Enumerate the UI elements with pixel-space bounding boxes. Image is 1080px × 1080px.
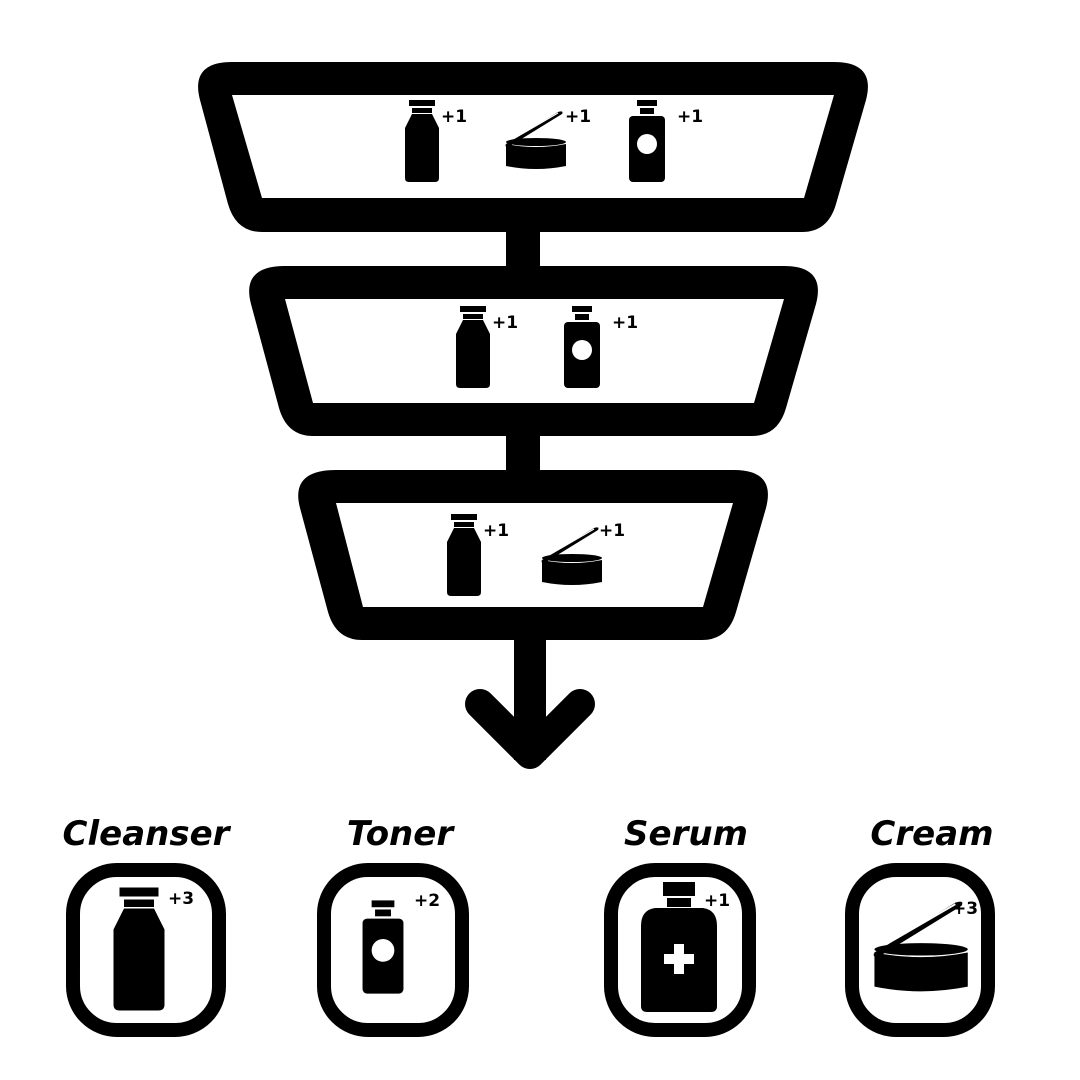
- toner-bottle-icon: [362, 900, 404, 994]
- inventory-cleanser[interactable]: Cleanser +3: [63, 814, 232, 1037]
- inventory-toner[interactable]: Toner +2: [317, 814, 469, 1037]
- inventory-cleanser-title: Cleanser: [63, 814, 232, 854]
- stage-1-slot-3[interactable]: +1: [629, 100, 703, 182]
- stage-3-count-1: +1: [483, 521, 509, 541]
- inventory-cream-count: +3: [952, 899, 978, 919]
- inventory-toner-title: Toner: [347, 814, 455, 854]
- stage-3-count-2: +1: [599, 521, 625, 541]
- inventory-serum-title: Serum: [624, 814, 748, 854]
- cleanser-bottle-icon: [113, 887, 165, 1011]
- inventory-serum-count: +1: [704, 891, 730, 911]
- inventory-cream-title: Cream: [870, 814, 993, 854]
- inventory-toner-count: +2: [414, 891, 440, 911]
- stage-3-slot-1[interactable]: +1: [447, 514, 509, 596]
- connector-1-2: [506, 228, 540, 270]
- funnel-stage-3: +1 +1: [298, 470, 768, 640]
- inventory-serum[interactable]: Serum +1: [604, 814, 756, 1037]
- funnel-stage-2: +1 +1: [249, 266, 818, 436]
- stage-2-count-1: +1: [492, 313, 518, 333]
- stage-2-slot-1[interactable]: +1: [456, 306, 518, 388]
- down-arrow-icon: [465, 689, 595, 769]
- stage-1-slot-2[interactable]: +1: [504, 107, 592, 170]
- stage-2-slot-2[interactable]: +1: [564, 306, 638, 388]
- connector-2-3: [506, 433, 540, 473]
- inventory-cream[interactable]: Cream +3: [845, 814, 995, 1037]
- funnel-stage-1: +1 +1 +1: [198, 62, 868, 232]
- stage-1-count-1: +1: [441, 107, 467, 127]
- inventory-cleanser-count: +3: [168, 889, 194, 909]
- stage-1-count-3: +1: [677, 107, 703, 127]
- stage-3-slot-2[interactable]: +1: [540, 521, 626, 586]
- stage-1-slot-1[interactable]: +1: [405, 100, 467, 182]
- stage-2-count-2: +1: [612, 313, 638, 333]
- stage-1-count-2: +1: [565, 107, 591, 127]
